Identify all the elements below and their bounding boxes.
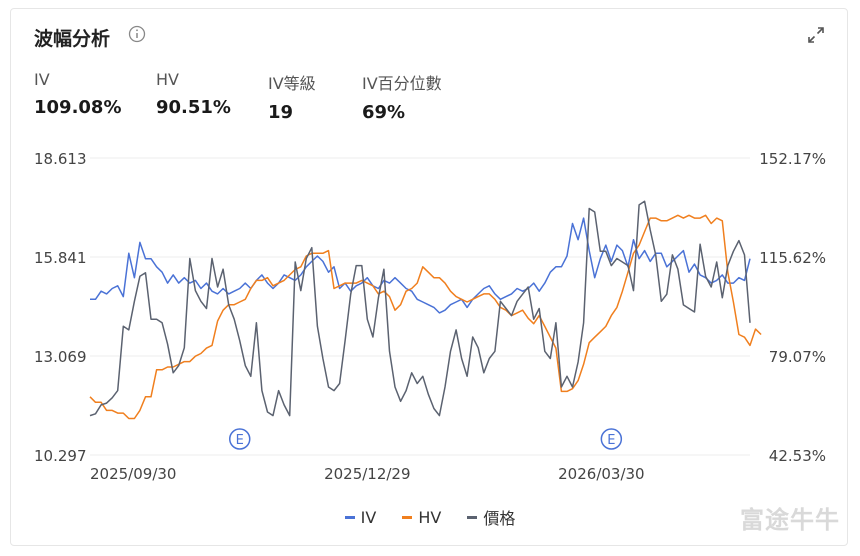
series-line-hv (89, 214, 762, 420)
expand-diagonal-icon[interactable] (806, 25, 826, 45)
left-axis-tick-label: 10.297 (34, 447, 87, 465)
stat-iv-label: IV (34, 70, 50, 89)
stat-iv-rank: IV等級 19 (268, 70, 316, 123)
stat-iv: IV 109.08% (34, 70, 122, 118)
x-axis-tick-label: 2025/12/29 (324, 465, 410, 483)
legend-label-hv: HV (418, 507, 442, 527)
watermark-logo-text: 富途牛牛 (740, 506, 840, 534)
left-axis-tick-label: 15.841 (34, 249, 87, 267)
right-axis-tick-label: 152.17% (759, 150, 826, 168)
x-axis-tick-label: 2026/03/30 (558, 465, 644, 483)
info-circle-icon[interactable] (128, 25, 146, 43)
stat-iv-percentile-value: 69% (362, 102, 406, 123)
stat-hv: HV 90.51% (156, 70, 231, 118)
left-axis-tick-label: 13.069 (34, 348, 87, 366)
stat-iv-rank-label: IV等級 (268, 74, 316, 93)
stat-hv-value: 90.51% (156, 97, 231, 118)
right-axis-tick-label: 115.62% (759, 249, 826, 267)
volatility-card (10, 8, 848, 546)
legend-swatch-price (467, 515, 478, 519)
chart-legend: IV HV 價格 (0, 505, 860, 529)
legend-label-price: 價格 (483, 509, 516, 528)
card-title: 波幅分析 (34, 28, 111, 50)
legend-label-iv: IV (360, 507, 377, 527)
x-axis-tick-label: 2025/09/30 (90, 465, 176, 483)
stat-iv-percentile-label: IV百分位數 (362, 74, 442, 93)
stat-iv-rank-value: 19 (268, 102, 294, 123)
left-axis-tick-label: 18.613 (34, 150, 87, 168)
earnings-event-label: E (236, 433, 244, 448)
stat-iv-value: 109.08% (34, 97, 122, 118)
legend-item-price[interactable]: 價格 (467, 505, 515, 529)
volatility-chart[interactable]: 18.613 152.17% 15.841 115.62% 13.069 79.07% 10… (0, 0, 860, 500)
right-axis-tick-label: 42.53% (769, 447, 826, 465)
earnings-event-marker[interactable] (228, 428, 251, 450)
stat-iv-percentile: IV百分位數 69% (362, 70, 442, 123)
earnings-event-marker[interactable] (600, 428, 623, 450)
legend-item-hv[interactable]: HV (402, 505, 441, 529)
stat-hv-label: HV (156, 70, 179, 89)
legend-swatch-iv (344, 515, 355, 519)
series-line-iv (90, 217, 751, 314)
legend-item-iv[interactable]: IV (344, 505, 377, 529)
legend-swatch-hv (402, 515, 413, 519)
series-line-price (89, 200, 751, 417)
right-axis-tick-label: 79.07% (769, 348, 826, 366)
earnings-event-label: E (607, 433, 615, 448)
